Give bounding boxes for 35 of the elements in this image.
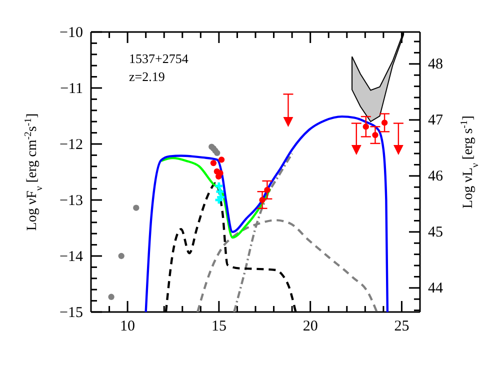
y-tick-label: −12 xyxy=(60,136,83,153)
point xyxy=(394,145,404,154)
point xyxy=(216,188,224,196)
point xyxy=(108,294,114,300)
y2-tick-label: 45 xyxy=(428,224,443,241)
point xyxy=(381,120,388,126)
y2-tick-label: 48 xyxy=(428,56,443,73)
y2-tick-label: 44 xyxy=(428,280,444,297)
point xyxy=(362,124,369,130)
annotation: z=2.19 xyxy=(129,69,165,84)
point xyxy=(133,204,140,211)
x-tick-label: 15 xyxy=(211,318,226,335)
point xyxy=(214,150,220,156)
x-tick-label: 20 xyxy=(302,318,318,335)
y-tick-label: −15 xyxy=(60,304,83,321)
y-tick-label: −10 xyxy=(60,24,83,41)
y-tick-label: −11 xyxy=(60,80,83,97)
line-series xyxy=(144,115,389,312)
point xyxy=(264,186,270,194)
point xyxy=(372,132,378,138)
point xyxy=(118,252,124,260)
point xyxy=(352,145,361,154)
y-tick-label: −13 xyxy=(60,192,83,209)
point xyxy=(259,196,266,204)
x-tick-label: 25 xyxy=(394,318,410,335)
point xyxy=(284,117,293,126)
point xyxy=(215,173,222,180)
x-tick-label: 10 xyxy=(120,318,136,335)
line-series xyxy=(160,156,272,239)
y2-tick-label: 47 xyxy=(428,112,444,129)
point xyxy=(218,156,225,163)
point xyxy=(210,160,217,166)
annotation: 1537+2754 xyxy=(129,51,189,66)
y2-tick-label: 46 xyxy=(428,168,444,185)
y-tick-label: −14 xyxy=(60,248,84,265)
